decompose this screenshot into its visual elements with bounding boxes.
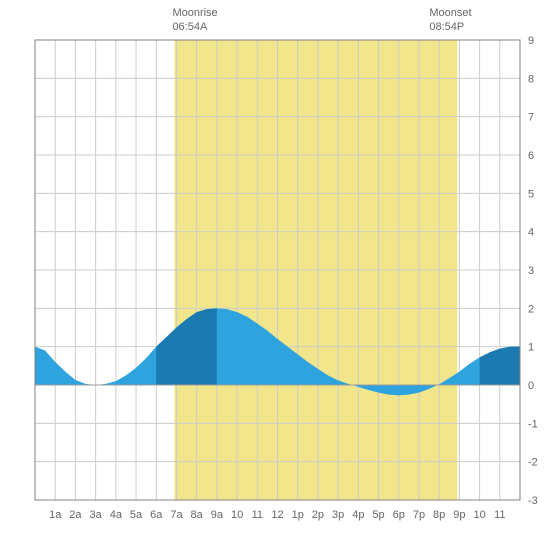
moonrise-label: Moonrise (172, 6, 217, 20)
x-tick-label: 9a (211, 509, 224, 521)
x-tick-label: 8a (191, 509, 204, 521)
y-tick-label: 2 (528, 303, 534, 315)
x-tick-label: 5a (130, 509, 143, 521)
x-tick-label: 11 (494, 509, 505, 521)
tide-chart: -3-2-101234567891a2a3a4a5a6a7a8a9a101112… (0, 0, 550, 550)
x-tick-label: 4a (110, 509, 123, 521)
y-tick-label: -2 (528, 457, 538, 469)
y-tick-label: 0 (528, 380, 534, 392)
y-tick-label: 6 (528, 150, 534, 162)
x-tick-label: 10 (473, 509, 485, 521)
moonset-annotation: Moonset 08:54P (429, 6, 471, 35)
x-tick-label: 5p (372, 509, 384, 521)
moonset-time: 08:54P (429, 20, 471, 34)
chart-svg: -3-2-101234567891a2a3a4a5a6a7a8a9a101112… (0, 0, 550, 550)
moonrise-time: 06:54A (172, 20, 217, 34)
x-tick-label: 6a (150, 509, 163, 521)
y-tick-label: 9 (528, 35, 534, 47)
y-tick-label: 7 (528, 112, 534, 124)
y-tick-label: 5 (528, 188, 534, 200)
x-tick-label: 7p (413, 509, 425, 521)
x-tick-label: 8p (433, 509, 445, 521)
y-tick-label: 8 (528, 73, 534, 85)
y-tick-label: -3 (528, 495, 538, 507)
x-tick-label: 2a (69, 509, 82, 521)
x-tick-label: 2p (312, 509, 324, 521)
x-tick-label: 1p (292, 509, 304, 521)
x-tick-label: 4p (352, 509, 364, 521)
y-tick-label: -1 (528, 418, 538, 430)
moonset-label: Moonset (429, 6, 471, 20)
x-tick-label: 3p (332, 509, 344, 521)
y-tick-label: 1 (528, 342, 534, 354)
moonrise-annotation: Moonrise 06:54A (172, 6, 217, 35)
y-tick-label: 4 (528, 227, 534, 239)
x-tick-label: 11 (252, 509, 263, 521)
x-tick-label: 12 (271, 509, 283, 521)
x-tick-label: 3a (90, 509, 103, 521)
y-tick-label: 3 (528, 265, 534, 277)
x-tick-label: 7a (170, 509, 183, 521)
x-tick-label: 6p (393, 509, 405, 521)
x-tick-label: 1a (49, 509, 62, 521)
x-tick-label: 9p (453, 509, 465, 521)
x-tick-label: 10 (231, 509, 243, 521)
